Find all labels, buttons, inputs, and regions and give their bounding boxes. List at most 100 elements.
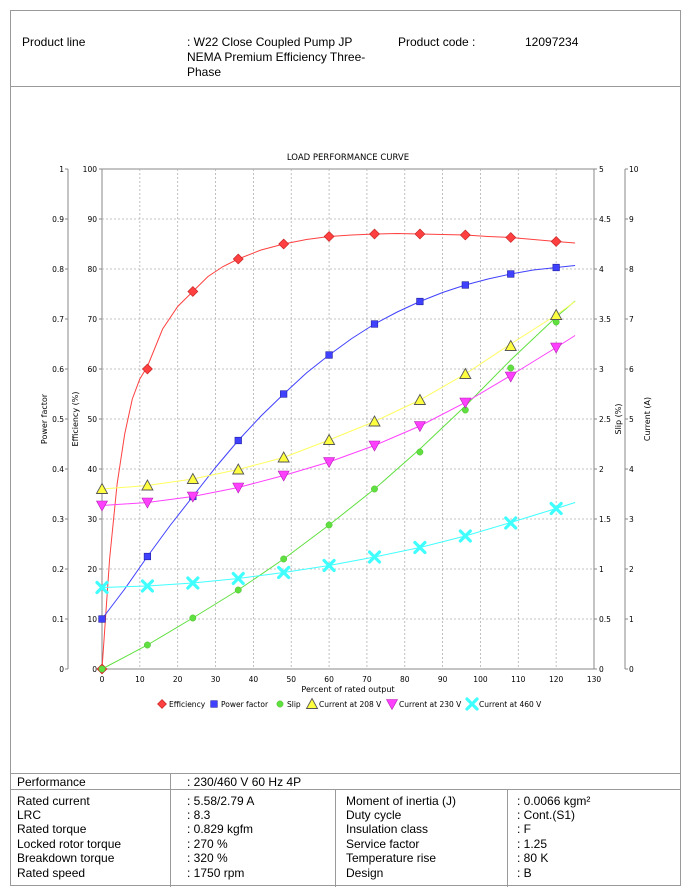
current-tick-label: 7 bbox=[629, 315, 634, 324]
current-at-230-v-point bbox=[459, 397, 472, 409]
efficiency-point bbox=[232, 253, 244, 265]
product-line-label: Product line bbox=[22, 35, 86, 49]
current-at-460-v-point bbox=[458, 529, 472, 543]
product-code-value: 12097234 bbox=[525, 35, 579, 49]
current-at-460-v-line bbox=[101, 502, 576, 588]
current-at-460-v-point bbox=[231, 571, 245, 586]
power-factor-point bbox=[507, 270, 515, 278]
slip-tick-label: 2 bbox=[599, 465, 604, 474]
current-at-208-v-point bbox=[504, 339, 517, 351]
power-factor-tick-label: 0.7 bbox=[52, 315, 64, 324]
current-at-460-v-point bbox=[186, 576, 200, 590]
current-tick-label: 5 bbox=[629, 415, 634, 424]
current-at-230-v-point bbox=[368, 440, 381, 452]
series-layer bbox=[95, 228, 576, 675]
power-factor-tick-label: 0.6 bbox=[52, 365, 64, 374]
current-at-460-v-point bbox=[549, 501, 563, 516]
power-factor-tick-label: 0.1 bbox=[52, 615, 64, 624]
x-marker-stroke bbox=[465, 697, 479, 711]
current-at-230-v-point bbox=[323, 457, 336, 469]
breakdown-torque-value: : 320 % bbox=[187, 851, 228, 865]
power-factor-tick-label: 0.2 bbox=[52, 565, 64, 574]
x-tick-label: 30 bbox=[211, 675, 221, 684]
current-tick-label: 3 bbox=[629, 515, 634, 524]
rated-speed-value: : 1750 rpm bbox=[187, 866, 245, 880]
x-tick-label: 130 bbox=[587, 675, 602, 684]
efficiency-point bbox=[141, 363, 153, 375]
x-marker-stroke bbox=[186, 576, 200, 590]
efficiency-point bbox=[550, 236, 562, 247]
x-tick-label: 120 bbox=[549, 675, 564, 684]
efficiency-tick-label: 10 bbox=[87, 615, 97, 624]
slip-point bbox=[189, 614, 197, 622]
service-factor-label: Service factor bbox=[346, 837, 420, 851]
x-marker-stroke bbox=[549, 501, 563, 516]
locked-rotor-torque-label: Locked rotor torque bbox=[17, 837, 122, 851]
efficiency-point bbox=[459, 229, 471, 241]
current-tick-label: 8 bbox=[629, 265, 634, 274]
insulation-class-label: Insulation class bbox=[346, 822, 429, 836]
current-at-460-v-point bbox=[140, 579, 155, 593]
efficiency-tick-label: 60 bbox=[87, 365, 97, 374]
efficiency-point bbox=[323, 231, 335, 242]
power-factor-tick-label: 0.3 bbox=[52, 515, 64, 524]
column-line-3 bbox=[507, 790, 508, 887]
x-tick-label: 90 bbox=[438, 675, 448, 684]
header-box bbox=[10, 10, 681, 87]
slip-line bbox=[101, 300, 576, 670]
moment-of-inertia-value: : 0.0066 kgm² bbox=[517, 794, 591, 808]
current-at-208-v-point bbox=[277, 451, 290, 463]
load-performance-chart: 0 10 20 30 40 50 60 70 80 90 100 110 120 13000.10.20.… bbox=[40, 153, 652, 711]
axes-layer: 0 10 20 30 40 50 60 70 80 90 100 110 120 13000.10.20.… bbox=[40, 153, 652, 694]
current-at-208-v-point bbox=[141, 479, 154, 491]
legend-slip-marker bbox=[276, 700, 284, 708]
legend-power-factor-marker bbox=[210, 700, 218, 708]
efficiency-tick-label: 0 bbox=[92, 665, 97, 674]
slip-axis-label: Slip (%) bbox=[614, 404, 623, 435]
x-axis-label: Percent of rated output bbox=[301, 685, 394, 694]
rated-torque-value: : 0.829 kgfm bbox=[187, 822, 254, 836]
slip-point bbox=[325, 521, 333, 529]
power-factor-tick-label: 1 bbox=[59, 165, 64, 174]
x-marker-stroke bbox=[140, 579, 155, 593]
x-tick-label: 80 bbox=[400, 675, 410, 684]
duty-cycle-value: : Cont.(S1) bbox=[517, 808, 576, 822]
x-tick-label: 40 bbox=[249, 675, 259, 684]
chart-title: LOAD PERFORMANCE CURVE bbox=[287, 153, 409, 163]
slip-tick-label: 0 bbox=[599, 665, 604, 674]
current-tick-label: 4 bbox=[629, 465, 634, 474]
x-marker-stroke bbox=[277, 565, 291, 580]
duty-cycle-label: Duty cycle bbox=[346, 808, 402, 822]
chart-area: 0 10 20 30 40 50 60 70 80 90 100 110 120 130 0 0.1 0.2 0.… bbox=[10, 87, 681, 773]
current-at-460-v-point bbox=[413, 540, 427, 555]
column-line-2 bbox=[335, 790, 336, 887]
efficiency-line bbox=[101, 232, 576, 670]
power-factor-tick-label: 0 bbox=[59, 665, 64, 674]
power-factor-point bbox=[234, 436, 242, 445]
power-factor-axis-label: Power factor bbox=[40, 393, 49, 444]
current-at-460-v-point bbox=[367, 550, 382, 564]
power-factor-tick-label: 0.9 bbox=[52, 215, 64, 224]
efficiency-point bbox=[369, 228, 380, 240]
current-at-208-v-point bbox=[413, 393, 427, 405]
slip-tick-label: 5 bbox=[599, 165, 604, 174]
current-tick-label: 10 bbox=[629, 165, 639, 174]
product-code-label: Product code : bbox=[398, 35, 476, 49]
x-marker-stroke bbox=[231, 571, 245, 586]
product-line-value-3: Phase bbox=[187, 65, 222, 79]
performance-value: : 230/460 V 60 Hz 4P bbox=[187, 775, 302, 789]
current-at-460-v-point bbox=[322, 558, 336, 573]
legend-current-at-460-v-label: Current at 460 V bbox=[479, 700, 542, 709]
legend-current-at-230-v-label: Current at 230 V bbox=[399, 700, 462, 709]
x-marker-stroke bbox=[504, 516, 518, 530]
current-at-460-v-point bbox=[504, 516, 518, 530]
x-marker-stroke bbox=[458, 529, 472, 543]
current-at-208-v-point bbox=[459, 367, 472, 379]
power-factor-point bbox=[98, 615, 106, 623]
legend-efficiency-marker bbox=[157, 699, 167, 709]
efficiency-tick-label: 30 bbox=[87, 515, 97, 524]
x-marker-stroke bbox=[367, 550, 382, 564]
x-tick-label: 70 bbox=[362, 675, 372, 684]
current-tick-label: 2 bbox=[629, 565, 634, 574]
x-tick-label: 10 bbox=[135, 675, 145, 684]
